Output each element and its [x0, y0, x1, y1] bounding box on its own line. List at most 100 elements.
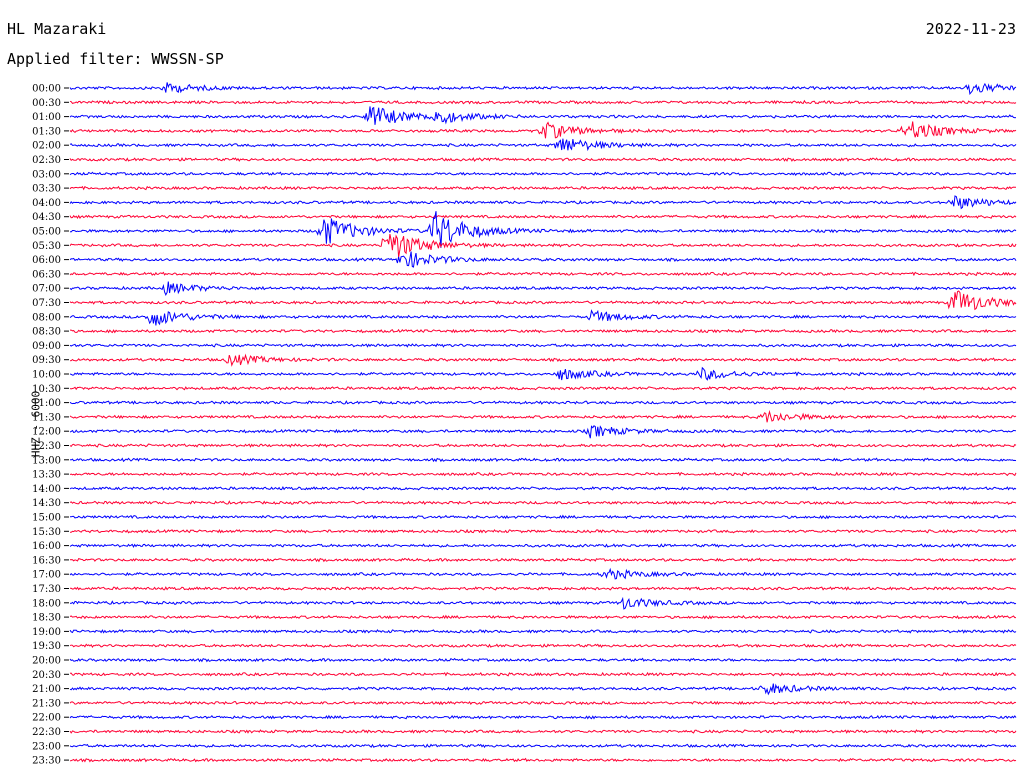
trace-row-2030 — [69, 671, 1017, 677]
trace-row-0630 — [69, 271, 1017, 277]
tick-label-1000: 10:00 — [32, 370, 61, 381]
tick-label-0730: 07:30 — [32, 298, 61, 309]
record-date: 2022-11-23 — [925, 20, 1016, 38]
tick-label-1500: 15:00 — [32, 513, 61, 524]
tick-label-2130: 21:30 — [32, 698, 61, 709]
trace-row-0530 — [69, 234, 1017, 258]
trace-row-0130 — [69, 121, 1017, 139]
tick-label-0330: 03:30 — [32, 184, 61, 195]
trace-row-2230 — [69, 729, 1017, 734]
tick-label-1430: 14:30 — [32, 498, 61, 509]
tick-label-0830: 08:30 — [32, 327, 61, 338]
tick-label-1900: 19:00 — [32, 627, 61, 638]
tick-label-1830: 18:30 — [32, 613, 61, 624]
trace-row-0030 — [69, 99, 1017, 105]
trace-row-0330 — [69, 185, 1016, 191]
trace-row-1700 — [69, 567, 1017, 580]
tick-label-2000: 20:00 — [32, 656, 61, 667]
trace-row-0430 — [69, 214, 1017, 220]
tick-label-1400: 14:00 — [32, 484, 61, 495]
tick-label-0230: 02:30 — [32, 155, 61, 166]
trace-row-1830 — [69, 614, 1016, 620]
trace-row-0200 — [69, 138, 1017, 152]
trace-row-1300 — [69, 457, 1017, 463]
tick-label-0430: 04:30 — [32, 212, 61, 223]
tick-label-1630: 16:30 — [32, 555, 61, 566]
trace-row-0830 — [70, 328, 1017, 334]
trace-row-1500 — [70, 514, 1017, 520]
trace-row-1230 — [69, 443, 1017, 448]
tick-label-0130: 01:30 — [32, 126, 61, 137]
trace-row-0730 — [69, 290, 1017, 311]
tick-label-1130: 11:30 — [32, 412, 61, 423]
trace-row-2100 — [69, 683, 1017, 696]
tick-label-2200: 22:00 — [32, 713, 61, 724]
tick-label-1100: 11:00 — [32, 398, 61, 409]
trace-row-0900 — [69, 343, 1017, 348]
tick-label-0100: 01:00 — [32, 112, 61, 123]
trace-row-1100 — [69, 400, 1017, 405]
tick-label-1200: 12:00 — [32, 427, 61, 438]
trace-row-1030 — [69, 385, 1017, 391]
trace-row-2300 — [69, 743, 1017, 749]
tick-label-1600: 16:00 — [32, 541, 61, 552]
tick-label-1330: 13:30 — [32, 470, 61, 481]
tick-label-2330: 23:30 — [32, 756, 61, 767]
trace-row-1200 — [69, 425, 1017, 439]
tick-label-1230: 12:30 — [32, 441, 61, 452]
tick-label-0300: 03:00 — [32, 169, 61, 180]
trace-row-0500 — [69, 211, 1017, 248]
tick-label-1800: 18:00 — [32, 598, 61, 609]
trace-row-1130 — [69, 409, 1017, 423]
trace-row-2330 — [69, 757, 1017, 763]
tick-label-0600: 06:00 — [32, 255, 61, 266]
trace-row-1900 — [69, 629, 1017, 634]
time-tick-labels: 00:00 00:30 01:00 01:30 02:00 02:30 03:00 03:30… — [32, 84, 69, 767]
tick-label-1930: 19:30 — [32, 641, 61, 652]
tick-label-1030: 10:30 — [32, 384, 61, 395]
tick-label-0800: 08:00 — [32, 312, 61, 323]
trace-row-0930 — [69, 353, 1017, 367]
trace-row-0000 — [69, 82, 1017, 95]
tick-label-1300: 13:00 — [32, 455, 61, 466]
trace-row-0400 — [69, 195, 1017, 210]
trace-row-0700 — [69, 281, 1017, 296]
tick-label-0530: 05:30 — [32, 241, 61, 252]
tick-label-0030: 00:30 — [32, 98, 61, 109]
trace-row-1930 — [69, 643, 1017, 649]
tick-label-0200: 02:00 — [32, 141, 61, 152]
filter-label: Applied filter: WWSSN-SP — [7, 50, 224, 68]
tick-label-1700: 17:00 — [32, 570, 61, 581]
tick-label-2100: 21:00 — [32, 684, 61, 695]
tick-label-2230: 22:30 — [32, 727, 61, 738]
tick-label-1530: 15:30 — [32, 527, 61, 538]
trace-row-1530 — [70, 528, 1017, 534]
seismogram-traces — [69, 82, 1017, 763]
trace-row-0100 — [69, 106, 1017, 125]
station-title: HL Mazaraki — [7, 20, 107, 38]
trace-row-1330 — [69, 471, 1017, 477]
tick-label-0000: 00:00 — [32, 84, 61, 95]
tick-label-0930: 09:30 — [32, 355, 61, 366]
tick-label-0630: 06:30 — [32, 269, 61, 280]
tick-label-0500: 05:00 — [32, 227, 61, 238]
trace-row-1000 — [69, 366, 1017, 381]
tick-label-1730: 17:30 — [32, 584, 61, 595]
trace-row-0600 — [69, 251, 1017, 268]
trace-row-0800 — [69, 309, 1017, 326]
trace-row-0300 — [69, 171, 1017, 176]
trace-row-1430 — [69, 500, 1017, 506]
trace-row-2200 — [69, 714, 1017, 720]
trace-row-0230 — [69, 157, 1017, 162]
trace-row-1600 — [69, 543, 1017, 548]
tick-label-0900: 09:00 — [32, 341, 61, 352]
tick-label-2300: 23:00 — [32, 741, 61, 752]
trace-row-2000 — [69, 657, 1017, 663]
tick-label-0400: 04:00 — [32, 198, 61, 209]
trace-row-2130 — [69, 700, 1017, 706]
tick-label-2030: 20:30 — [32, 670, 61, 681]
tick-label-0700: 07:00 — [32, 284, 61, 295]
trace-row-1800 — [69, 596, 1017, 610]
